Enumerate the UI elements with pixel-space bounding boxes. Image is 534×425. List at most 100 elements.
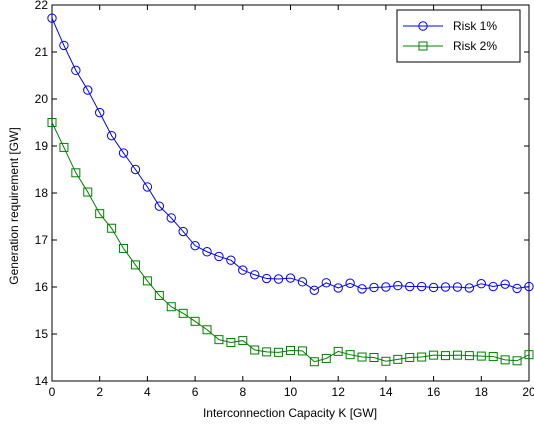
data-point <box>286 345 295 355</box>
data-point <box>59 142 69 152</box>
x-tick-label: 4 <box>144 385 151 399</box>
plot-series <box>47 13 534 367</box>
x-tick-label: 2 <box>96 385 103 399</box>
data-point <box>154 290 164 300</box>
data-point <box>452 350 462 360</box>
data-point <box>166 302 176 312</box>
data-point <box>428 282 439 293</box>
y-tick-label: 21 <box>35 45 49 59</box>
data-point <box>309 285 320 295</box>
y-tick-label: 20 <box>35 92 49 106</box>
y-tick-label: 15 <box>35 327 49 341</box>
data-point <box>166 213 176 223</box>
data-point <box>369 353 379 362</box>
data-point <box>345 350 355 360</box>
y-tick-label: 22 <box>35 0 49 12</box>
y-axis-label: Generation requirement [GW] <box>7 127 21 284</box>
data-point <box>273 274 284 284</box>
data-point <box>95 209 105 219</box>
data-point <box>95 107 105 118</box>
data-point <box>118 148 129 158</box>
data-point <box>178 308 188 318</box>
x-tick-label: 6 <box>192 385 199 399</box>
data-point <box>142 182 153 192</box>
data-point <box>142 276 152 286</box>
data-point <box>476 279 486 289</box>
data-point <box>309 357 319 367</box>
data-point <box>154 201 165 211</box>
data-point <box>476 351 486 361</box>
data-point <box>524 350 534 360</box>
data-point <box>214 335 224 345</box>
data-point <box>333 346 343 356</box>
data-point <box>333 283 343 293</box>
x-tick-label: 8 <box>239 385 246 399</box>
data-point <box>47 118 57 127</box>
data-point <box>345 278 355 288</box>
data-point <box>202 325 212 335</box>
data-point <box>262 347 272 357</box>
data-point <box>83 85 93 95</box>
data-point <box>405 353 415 362</box>
x-tick-label: 0 <box>49 385 56 399</box>
data-point <box>429 350 439 360</box>
data-point <box>321 278 331 288</box>
data-point <box>190 316 200 326</box>
data-point <box>441 351 451 361</box>
data-point <box>202 247 212 257</box>
data-point <box>285 273 296 283</box>
data-point <box>214 251 224 262</box>
data-point <box>464 283 475 293</box>
data-point <box>357 284 367 294</box>
data-point <box>440 282 451 292</box>
data-point <box>297 277 308 287</box>
legend: Risk 1% Risk 2% <box>396 9 521 63</box>
y-tick-label: 17 <box>35 233 49 247</box>
x-tick-label: 20 <box>522 385 534 399</box>
data-point <box>59 40 69 51</box>
series-2 <box>47 118 534 367</box>
data-point <box>274 347 284 357</box>
data-point <box>321 353 331 363</box>
data-point <box>250 270 260 280</box>
data-point <box>500 355 510 365</box>
plot-area-frame <box>51 4 530 382</box>
data-point <box>416 281 427 292</box>
data-point <box>381 282 391 292</box>
axes: 0 2 4 6 8 10 12 14 16 18 20 14 15 16 17 18 19 20 21 22 <box>35 0 534 399</box>
data-point <box>71 168 81 178</box>
legend-marker-risk-2 <box>418 41 428 51</box>
data-point <box>106 130 117 141</box>
x-axis-label: Interconnection Capacity K [GW] <box>203 406 377 420</box>
legend-label-risk-2: Risk 2% <box>453 39 497 53</box>
data-point <box>238 265 248 275</box>
x-tick-label: 16 <box>427 385 441 399</box>
data-point <box>512 356 522 366</box>
data-point <box>297 346 307 356</box>
data-point <box>261 273 272 284</box>
x-tick-label: 14 <box>379 385 393 399</box>
data-point <box>524 281 534 292</box>
data-point <box>512 283 522 294</box>
legend-label-risk-1: Risk 1% <box>453 19 497 33</box>
data-point <box>393 280 403 291</box>
data-point <box>405 281 415 292</box>
data-point <box>130 260 140 270</box>
data-point <box>393 354 403 364</box>
data-point <box>130 164 141 175</box>
data-point <box>464 351 474 361</box>
data-point <box>178 226 188 237</box>
y-tick-label: 16 <box>35 280 49 294</box>
series-1 <box>47 13 534 295</box>
data-point <box>190 240 200 251</box>
data-point <box>500 279 510 289</box>
data-point <box>488 281 498 292</box>
x-tick-label: 10 <box>284 385 298 399</box>
legend-marker-risk-1 <box>418 21 428 31</box>
data-point <box>226 255 236 265</box>
data-point <box>417 352 427 362</box>
x-tick-label: 18 <box>475 385 489 399</box>
y-tick-label: 14 <box>35 374 49 388</box>
data-point <box>71 65 81 76</box>
